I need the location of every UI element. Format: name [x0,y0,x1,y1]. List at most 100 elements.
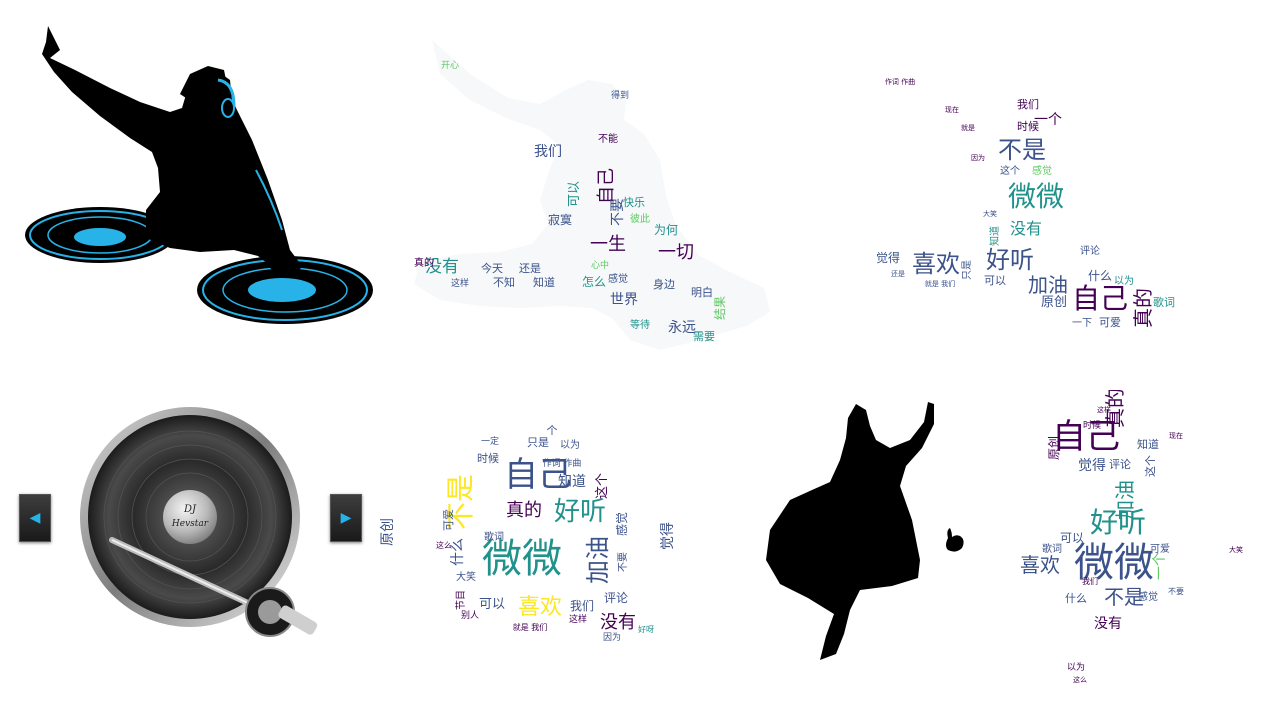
word-cloud-word: 歌词 [1042,542,1062,555]
word-cloud-word: 一生 [590,234,626,255]
word-cloud-word: 今天 [481,261,503,275]
word-cloud-word: 可以 [567,181,582,207]
word-cloud-word: 一下 [1072,318,1092,329]
word-cloud-word: 原创 [380,518,396,546]
word-cloud-word: 什么 [450,538,466,566]
dancer-word-cloud: 开心 我们 自己 快乐 不要 可以 寂寞 彼此 一生 一切 为何 没有 今天 还是 不知 知道 身边 明白 世界 怎么… [400,30,800,360]
wave-word-cloud-svg: 作词 作曲我们一个时候不是这个 感觉微微没有评论 觉得 喜欢 好听可以 加油 什么 以为原创自… [876,77,1175,329]
next-arrow-button[interactable]: ▶ [330,494,362,542]
word-cloud-word: 寂寞 [548,212,572,227]
word-cloud-word: 真的 [506,500,542,521]
word-cloud-word: 不要 [617,552,629,572]
word-cloud-word: 彼此 [630,212,650,225]
word-cloud-word: 没有 [425,257,459,277]
word-cloud-word: 知道 [533,275,555,289]
word-cloud-word: 一个 [1152,552,1168,580]
word-cloud-word: 因为 [603,631,621,643]
word-cloud-word: 知道 [1137,437,1159,451]
word-cloud-word: 作词 作曲 [543,457,582,469]
word-cloud-word: 加油 [1028,273,1068,297]
word-cloud-word: 知道 [988,226,1001,246]
word-cloud-word: 等待 [630,318,650,331]
wave-word-group: 作词 作曲我们一个时候不是这个 感觉微微没有评论 觉得 喜欢 好听可以 加油 什么 以为原创自… [876,77,1175,329]
word-cloud-word: 感觉 [614,512,629,536]
round-word-cloud: 原创 觉得 只是个以为 一定 时候 作词 作曲 自己 知道 这个 不是 真的 好听 可爱 感觉 什么 微微 加油… [370,410,700,660]
word-cloud-word: 评论 [1109,457,1131,471]
word-cloud-word: 这样 [1097,405,1111,414]
word-cloud-word: 别人 [461,610,479,621]
word-cloud-word: 就是 我们 [513,622,548,632]
word-cloud-word: 作词 作曲 [885,77,915,86]
word-cloud-word: 可以 [984,274,1006,287]
word-cloud-word: 我们 [1017,97,1039,111]
word-cloud-word: 评论 [604,591,628,605]
word-cloud-word: 喜欢 [1020,553,1060,577]
word-cloud-word: 就是 我们 [925,279,955,288]
word-cloud-word: 我们 [570,598,594,613]
word-cloud-word: 这么 [1073,675,1087,684]
alice-panel: 真的 自己 原创 知道 时候 觉得 评论 这个 加油 好听 可以 喜欢 微微 一个 歌词 可爱 什么 不是 感觉 没有… [760,390,1260,690]
word-cloud-word: 喜欢 [912,250,960,278]
word-cloud-word: 真的 [1131,288,1155,328]
word-cloud-word: 怎么 [582,274,606,289]
word-cloud-word: 真的 [414,256,434,269]
word-cloud-word: 好听 [554,497,606,527]
word-cloud-word: 知道 [558,473,586,490]
word-cloud-word: 好听 [986,246,1034,274]
turntable-label-brand: Hevstar [171,519,209,529]
word-cloud-word: 什么 [1065,592,1087,605]
word-cloud-word: 因为 [971,153,985,162]
word-cloud-word: 时候 [477,451,499,465]
right-arrow-icon: ▶ [340,510,352,526]
word-cloud-word: 不是 [998,136,1046,164]
word-cloud-word: 歌词 [1153,295,1175,309]
rabbit-icon [946,528,964,552]
word-cloud-word: 以为 [560,439,580,451]
word-cloud-word: 可以 [1060,531,1084,545]
word-cloud-word: 微微 [1008,180,1064,213]
word-cloud-word: 以为 [1067,661,1085,673]
word-cloud-word: 微微 [482,536,562,582]
turntable-panel: ◀ ▶ [0,380,380,680]
word-cloud-word: 不是 [444,474,477,530]
word-cloud-word: 以为 [1114,275,1134,287]
alice-silhouette-icon [766,402,934,660]
word-cloud-word: 可爱 [1150,542,1170,555]
word-cloud-word: 大笑 [1229,545,1243,554]
word-cloud-word: 不要 [1168,587,1184,596]
word-cloud-word: 这个 [1000,164,1020,177]
word-cloud-word: 开心 [441,60,459,71]
word-cloud-word: 不能 [598,132,618,145]
word-cloud-word: 觉得 [876,250,900,265]
word-cloud-word: 大笑 [456,570,476,583]
word-cloud-word: 这样 [569,613,587,625]
word-cloud-word: 自己 [1052,417,1120,457]
word-cloud-word: 这样 [451,277,469,289]
word-cloud-word: 不是 [1104,585,1144,609]
word-cloud-word: 大笑 [983,209,997,218]
word-cloud-word: 我们 [534,144,562,160]
word-cloud-word: 不要 [610,198,626,226]
word-cloud-word: 现在 [1169,431,1183,440]
word-cloud-word: 自己 [504,455,572,495]
word-cloud-word: 只是 [527,436,549,449]
word-cloud-word: 只是 [961,260,973,280]
word-cloud-word: 不知 [493,275,515,289]
word-cloud-word: 真的 [1103,390,1127,428]
wave-word-cloud: 作词 作曲 我们 一个 时候 不是 这个 感觉 微微 没有 评论 觉得 喜欢 好听 可以 加油 什么 以为 原创自… [860,70,1200,360]
word-cloud-word: 感觉 [1032,164,1052,177]
word-cloud-word: 好听 [1090,506,1146,539]
word-cloud-word: 心中 [591,259,609,271]
word-cloud-word: 时候 [1017,119,1039,133]
word-cloud-word: 好呀 [638,624,654,634]
word-cloud-word: 可爱 [1099,316,1121,329]
dj-silhouette-panel [20,20,380,340]
word-cloud-word: 一个 [1034,112,1062,128]
prev-arrow-button[interactable]: ◀ [19,494,51,542]
word-cloud-word: 这个 [1143,455,1157,477]
